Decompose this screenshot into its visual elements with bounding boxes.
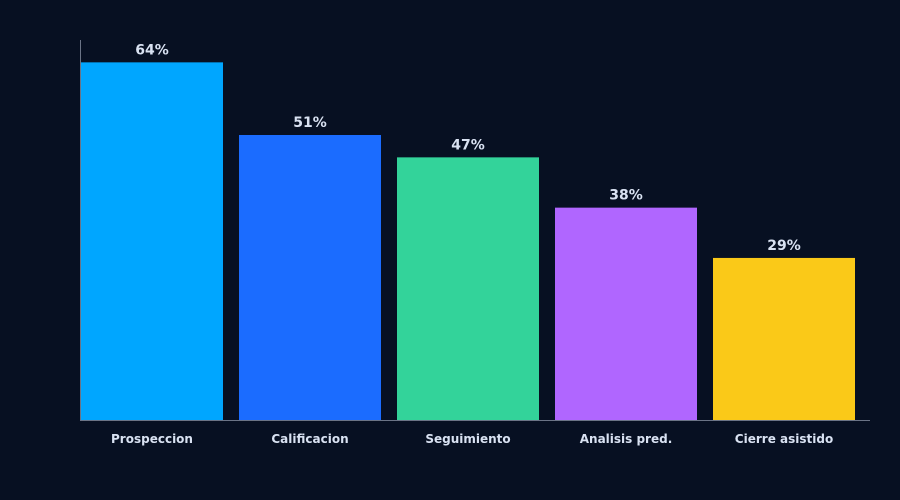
bar-value-label: 64%	[135, 42, 169, 58]
bar-3	[555, 207, 697, 420]
bar-value-label: 38%	[609, 188, 643, 204]
x-tick-label: Cierre asistido	[735, 432, 833, 446]
tick-labels-layer: Prospeccion Calificacion Seguimiento Analis…	[111, 432, 833, 446]
bar-value-label: 47%	[451, 137, 485, 153]
value-labels-layer: 64% 51% 47% 38% 29%	[135, 42, 801, 254]
bar-1	[239, 135, 381, 420]
bar-value-label: 29%	[767, 238, 801, 254]
x-tick-label: Analisis pred.	[580, 432, 673, 446]
bar-2	[397, 157, 539, 420]
x-tick-label: Seguimiento	[425, 432, 510, 446]
bars-layer	[81, 62, 855, 421]
bar-4	[713, 257, 855, 420]
x-tick-label: Calificacion	[271, 432, 348, 446]
bar-0	[81, 62, 223, 421]
x-tick-label: Prospeccion	[111, 432, 193, 446]
bar-value-label: 51%	[293, 115, 327, 131]
